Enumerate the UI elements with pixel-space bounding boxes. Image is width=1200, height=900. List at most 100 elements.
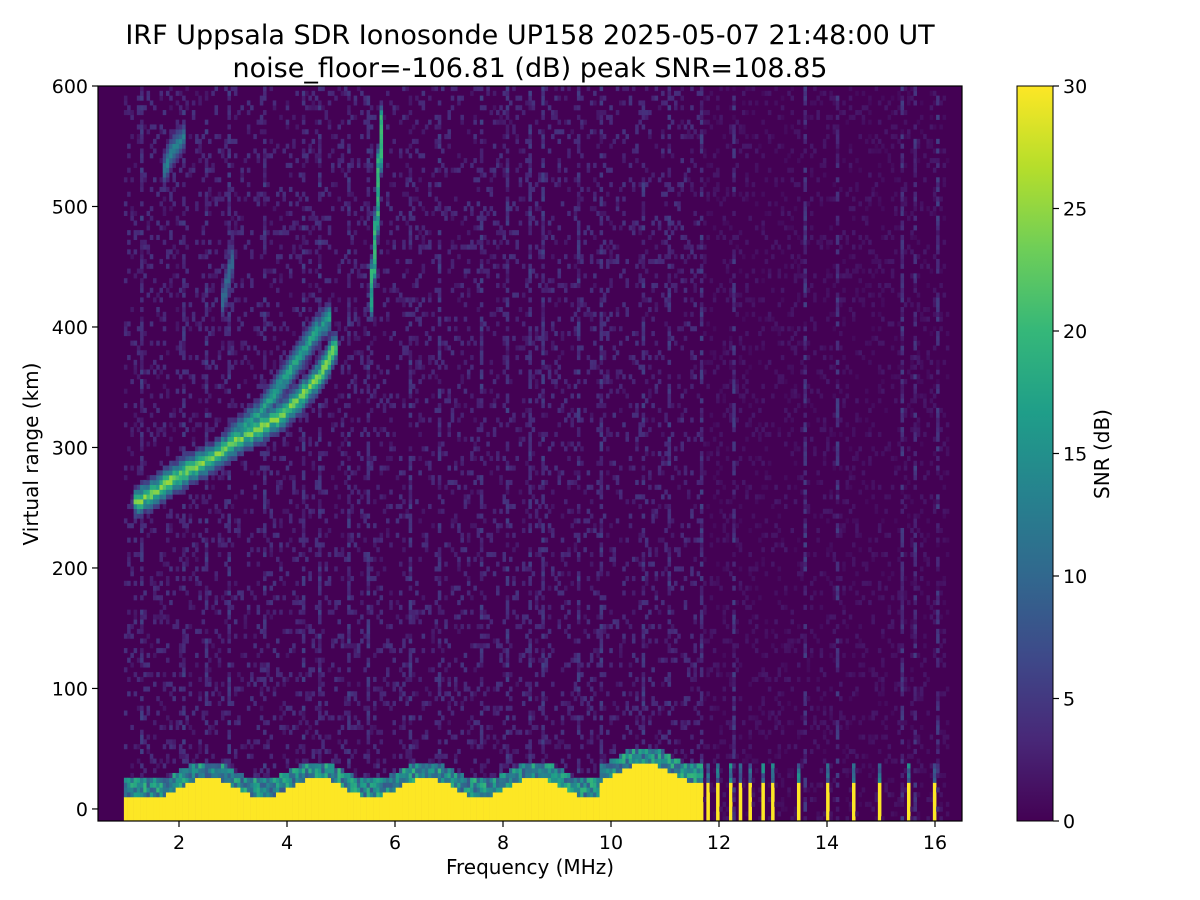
heatmap-cell xyxy=(415,609,419,615)
heatmap-cell xyxy=(386,518,390,524)
heatmap-cell xyxy=(463,403,468,409)
heatmap-cell xyxy=(162,167,167,173)
heatmap-cell xyxy=(492,167,497,173)
heatmap-cell xyxy=(382,331,387,337)
heatmap-cell xyxy=(227,600,231,606)
heatmap-cell xyxy=(253,595,257,601)
heatmap-cell xyxy=(463,681,468,687)
heatmap-cell xyxy=(301,306,306,313)
heatmap-cell xyxy=(502,134,507,140)
heatmap-cell xyxy=(227,340,231,346)
heatmap-cell xyxy=(444,364,448,370)
heatmap-cell xyxy=(376,158,380,164)
heatmap-cell xyxy=(169,436,173,442)
heatmap-cell xyxy=(353,230,358,236)
heatmap-cell xyxy=(195,542,199,548)
heatmap-cell xyxy=(227,446,231,452)
heatmap-cell xyxy=(243,446,248,452)
heatmap-cell xyxy=(486,186,490,192)
heatmap-cell xyxy=(502,335,507,341)
heatmap-cell xyxy=(243,614,248,620)
heatmap-cell xyxy=(269,268,274,274)
heatmap-cell xyxy=(295,374,299,380)
heatmap-cell xyxy=(285,652,290,658)
heatmap-cell xyxy=(182,431,186,437)
heatmap-cell xyxy=(301,782,306,822)
heatmap-cell xyxy=(191,374,196,380)
heatmap-cell xyxy=(185,206,189,212)
heatmap-cell xyxy=(165,153,170,159)
heatmap-cell xyxy=(123,403,128,409)
heatmap-cell xyxy=(298,600,303,606)
heatmap-cell xyxy=(444,667,448,673)
heatmap-cell xyxy=(253,768,257,774)
heatmap-cell xyxy=(301,326,306,332)
heatmap-cell xyxy=(360,777,364,783)
heatmap-cell xyxy=(259,436,264,442)
heatmap-cell xyxy=(204,292,209,298)
heatmap-cell xyxy=(369,407,374,413)
heatmap-cell xyxy=(473,119,477,125)
heatmap-cell xyxy=(204,551,209,558)
heatmap-cell xyxy=(444,638,448,644)
heatmap-cell xyxy=(259,302,264,308)
heatmap-cell xyxy=(437,609,442,615)
heatmap-cell xyxy=(366,772,371,779)
heatmap-cell xyxy=(130,796,134,822)
heatmap-cell xyxy=(505,633,510,639)
heatmap-cell xyxy=(140,177,144,183)
heatmap-cell xyxy=(288,513,293,519)
heatmap-cell xyxy=(453,657,458,663)
heatmap-cell xyxy=(473,278,477,284)
heatmap-cell xyxy=(505,364,510,370)
heatmap-cell xyxy=(295,124,299,130)
heatmap-cell xyxy=(263,787,267,793)
heatmap-cell xyxy=(373,652,377,658)
heatmap-cell xyxy=(311,667,316,673)
heatmap-cell xyxy=(156,306,160,313)
heatmap-cell xyxy=(169,234,173,241)
heatmap-cell xyxy=(353,114,358,120)
heatmap-cell xyxy=(463,503,468,510)
heatmap-cell xyxy=(321,508,325,514)
heatmap-cell xyxy=(301,331,306,337)
heatmap-cell xyxy=(178,110,183,116)
heatmap-cell xyxy=(347,393,351,399)
heatmap-cell xyxy=(178,556,183,562)
heatmap-cell xyxy=(227,556,231,562)
heatmap-cell xyxy=(259,95,264,101)
heatmap-cell xyxy=(479,744,484,750)
heatmap-cell xyxy=(240,105,244,111)
heatmap-cell xyxy=(314,268,319,274)
heatmap-cell xyxy=(386,782,390,788)
heatmap-cell xyxy=(204,720,209,726)
heatmap-cell xyxy=(263,547,267,553)
heatmap-cell xyxy=(233,527,238,534)
heatmap-cell xyxy=(386,431,390,437)
heatmap-cell xyxy=(411,138,416,144)
heatmap-cell xyxy=(165,576,170,582)
heatmap-cell xyxy=(492,782,497,788)
heatmap-cell xyxy=(428,355,432,361)
heatmap-cell xyxy=(204,595,209,601)
heatmap-cell xyxy=(233,782,238,788)
heatmap-cell xyxy=(182,110,186,116)
heatmap-cell xyxy=(431,311,435,317)
heatmap-cell xyxy=(305,772,309,779)
heatmap-cell xyxy=(418,763,422,769)
heatmap-cell xyxy=(156,470,160,476)
heatmap-cell xyxy=(308,624,312,630)
heatmap-cell xyxy=(143,479,147,486)
heatmap-cell xyxy=(318,489,322,495)
heatmap-cell xyxy=(318,331,322,337)
heatmap-cell xyxy=(402,114,406,120)
heatmap-cell xyxy=(305,556,309,562)
heatmap-cell xyxy=(204,340,209,346)
heatmap-cell xyxy=(204,590,209,596)
heatmap-cell xyxy=(220,455,225,461)
heatmap-cell xyxy=(256,383,261,389)
heatmap-cell xyxy=(266,311,270,317)
heatmap-cell xyxy=(140,513,144,519)
heatmap-cell xyxy=(195,460,199,466)
heatmap-cell xyxy=(496,705,500,711)
